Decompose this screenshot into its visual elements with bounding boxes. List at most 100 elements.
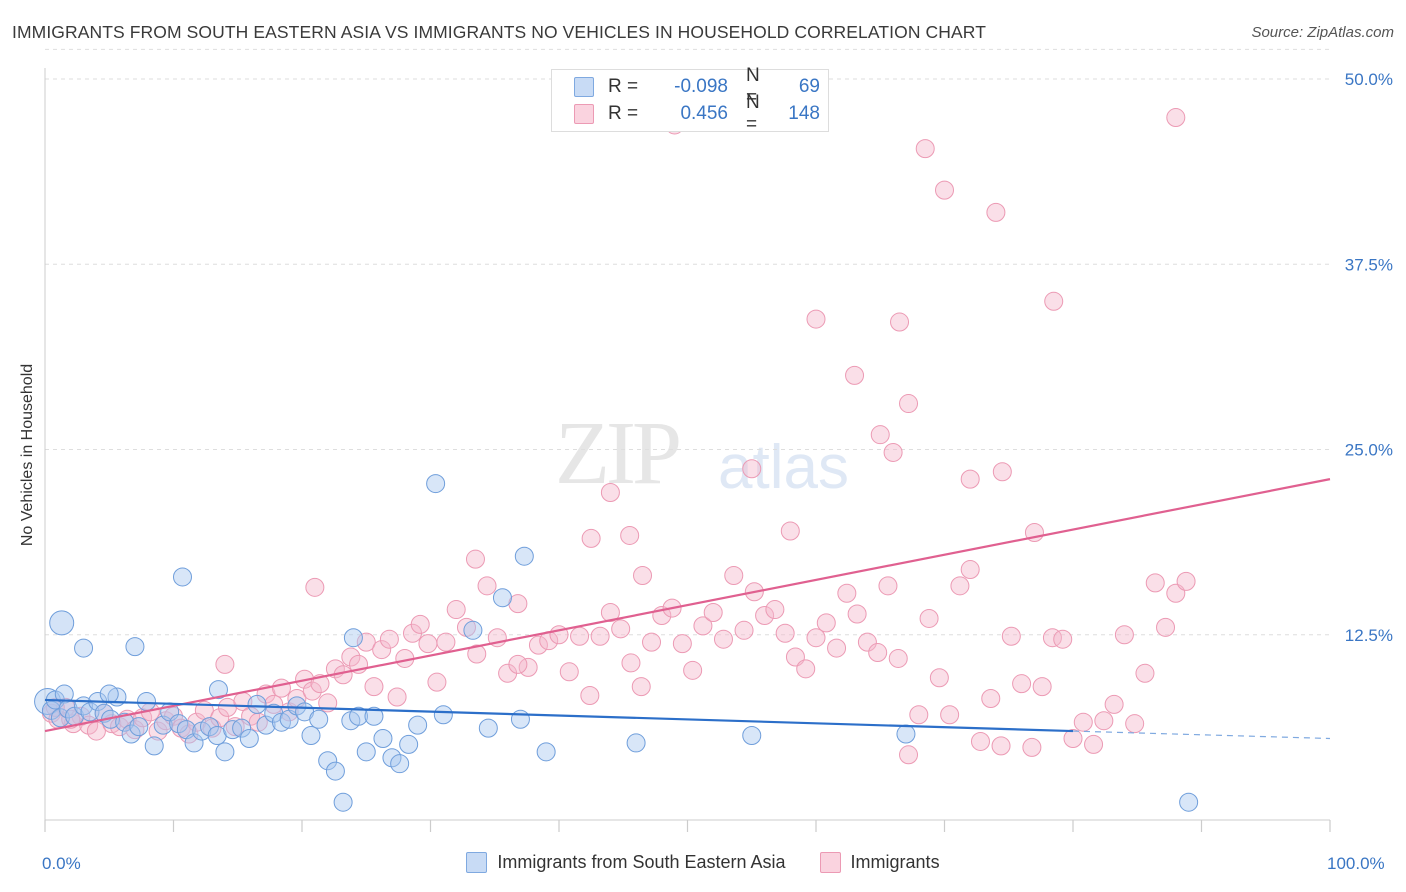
point-immigrants xyxy=(970,731,990,751)
point-immigrants xyxy=(683,660,703,680)
point-immigrants xyxy=(940,705,960,725)
point-immigrants xyxy=(633,565,653,585)
trend-lines xyxy=(44,478,1331,740)
point-immigrants xyxy=(870,425,890,445)
point-immigrants xyxy=(581,528,601,548)
point-immigrants xyxy=(631,677,651,697)
point-sea xyxy=(536,742,556,762)
point-immigrants xyxy=(1176,571,1196,591)
point-immigrants xyxy=(888,648,908,668)
point-sea xyxy=(478,718,498,738)
point-sea xyxy=(399,734,419,754)
legend-swatch-pink xyxy=(819,852,841,873)
point-immigrants xyxy=(1135,663,1155,683)
point-sea xyxy=(49,610,75,636)
point-sea xyxy=(349,706,369,726)
legend-r-value: -0.098 xyxy=(674,76,728,97)
point-sea xyxy=(343,628,363,648)
point-immigrants xyxy=(724,565,744,585)
point-sea xyxy=(80,702,100,722)
point-immigrants xyxy=(436,632,456,652)
point-sea xyxy=(1179,792,1199,812)
point-sea xyxy=(390,754,410,774)
point-immigrants xyxy=(960,469,980,489)
point-sea xyxy=(215,742,235,762)
point-immigrants xyxy=(1012,674,1032,694)
point-immigrants xyxy=(356,632,376,652)
point-immigrants xyxy=(1084,734,1104,754)
legend-item-sea: Immigrants from South Eastern Asia xyxy=(466,852,786,873)
point-immigrants xyxy=(899,394,919,414)
y-tick-label: 50.0% xyxy=(1345,70,1393,89)
point-immigrants xyxy=(1022,737,1042,757)
point-immigrants xyxy=(1044,291,1064,311)
point-immigrants xyxy=(427,672,447,692)
source-label: Source: ZipAtlas.com xyxy=(1251,24,1394,41)
point-immigrants xyxy=(1042,628,1062,648)
point-immigrants xyxy=(148,721,168,741)
point-immigrants xyxy=(1063,728,1083,748)
point-sea xyxy=(492,588,512,608)
legend-label-sea: Immigrants from South Eastern Asia xyxy=(497,852,786,872)
point-sea xyxy=(137,691,157,711)
point-immigrants xyxy=(693,616,713,636)
point-immigrants xyxy=(1166,108,1186,128)
point-immigrants xyxy=(899,745,919,765)
point-immigrants xyxy=(981,688,1001,708)
legend-row-immigrants: R = 0.456 N = 148 xyxy=(574,92,820,135)
point-immigrants xyxy=(915,139,935,159)
point-sea xyxy=(356,742,376,762)
point-immigrants xyxy=(883,442,903,462)
legend-n-label: N = xyxy=(746,92,760,135)
point-immigrants xyxy=(364,677,384,697)
point-immigrants xyxy=(477,576,497,596)
trend-line-sea xyxy=(44,698,1074,733)
point-immigrants xyxy=(600,482,620,502)
legend-item-immigrants: Immigrants xyxy=(819,852,940,873)
point-immigrants xyxy=(302,681,322,701)
point-immigrants xyxy=(215,654,235,674)
point-immigrants xyxy=(992,462,1012,482)
point-sea xyxy=(99,684,119,704)
legend-r-label: R = xyxy=(608,103,639,124)
x-tick-label-max: 100.0% xyxy=(1327,854,1385,873)
legend-n-value: 148 xyxy=(788,103,820,124)
legend-n-value: 69 xyxy=(798,76,820,97)
point-immigrants xyxy=(1073,712,1093,732)
point-sea xyxy=(144,736,164,756)
legend-r-label: R = xyxy=(608,76,639,97)
watermark-zip: ZIP xyxy=(555,404,682,503)
point-immigrants xyxy=(816,613,836,633)
point-immigrants xyxy=(765,600,785,620)
point-sea xyxy=(129,717,149,737)
point-sea xyxy=(463,620,483,640)
point-sea xyxy=(510,709,530,729)
point-immigrants xyxy=(827,638,847,658)
point-immigrants xyxy=(379,629,399,649)
point-immigrants xyxy=(950,576,970,596)
point-immigrants xyxy=(868,643,888,663)
point-immigrants xyxy=(755,605,775,625)
point-immigrants xyxy=(341,647,361,667)
point-sea xyxy=(742,726,762,746)
point-sea xyxy=(408,715,428,735)
point-sea xyxy=(318,751,338,771)
point-immigrants xyxy=(1001,626,1021,646)
point-immigrants xyxy=(387,687,407,707)
series-legend: Immigrants from South Eastern Asia Immig… xyxy=(0,852,1406,873)
point-immigrants xyxy=(775,623,795,643)
point-immigrants xyxy=(1114,625,1134,645)
point-sea xyxy=(514,546,534,566)
point-sea xyxy=(169,714,189,734)
point-sea xyxy=(239,728,259,748)
point-immigrants xyxy=(1145,573,1165,593)
point-sea xyxy=(301,726,321,746)
point-sea xyxy=(382,748,402,768)
point-immigrants xyxy=(991,736,1011,756)
point-immigrants xyxy=(935,180,954,200)
point-sea xyxy=(232,718,252,738)
point-immigrants xyxy=(305,577,325,597)
legend-label-immigrants: Immigrants xyxy=(850,852,940,872)
point-immigrants xyxy=(528,635,548,655)
